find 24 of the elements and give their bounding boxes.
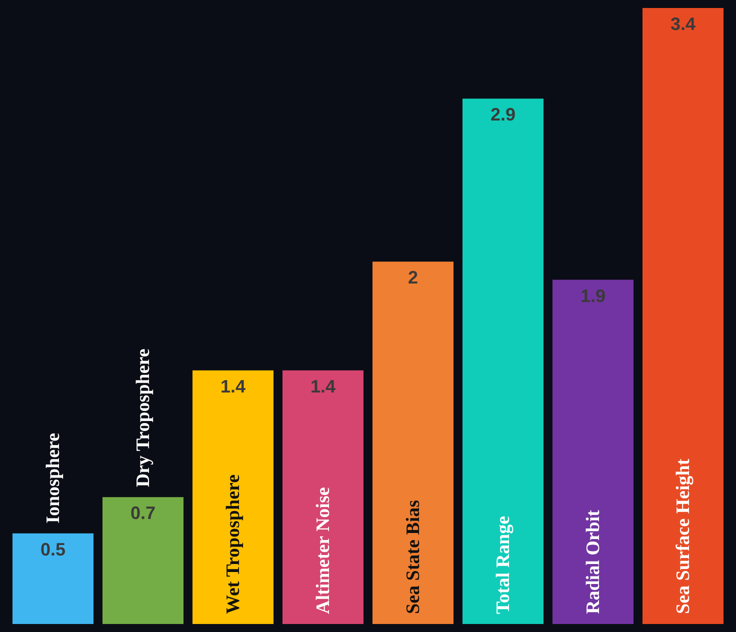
bar bbox=[462, 98, 544, 624]
x-tick-label: Wet Troposphere bbox=[223, 474, 244, 614]
bar bbox=[102, 497, 184, 624]
bar bbox=[372, 262, 454, 624]
x-tick-label: Ionosphere bbox=[43, 432, 64, 524]
data-label: 3.4 bbox=[670, 14, 696, 34]
bar bbox=[282, 370, 364, 624]
x-tick-label: Radial Orbit bbox=[583, 509, 604, 614]
x-tick-label: Total Range bbox=[493, 516, 514, 614]
bar bbox=[12, 533, 94, 624]
bar bbox=[552, 280, 634, 624]
x-tick-label: Sea Surface Height bbox=[673, 458, 694, 614]
data-label: 1.4 bbox=[220, 376, 246, 396]
bar bbox=[192, 370, 274, 624]
x-tick-label: Sea State Bias bbox=[403, 500, 424, 614]
data-label: 1.9 bbox=[580, 286, 606, 306]
data-label: 0.7 bbox=[130, 503, 156, 524]
x-tick-label: Altimeter Noise bbox=[313, 487, 334, 614]
bar bbox=[642, 8, 724, 624]
x-tick-label: Dry Troposphere bbox=[133, 348, 154, 488]
data-label: 2 bbox=[408, 268, 418, 288]
data-label: 1.4 bbox=[310, 376, 336, 396]
data-label: 0.5 bbox=[40, 539, 66, 560]
data-label: 2.9 bbox=[490, 104, 516, 125]
